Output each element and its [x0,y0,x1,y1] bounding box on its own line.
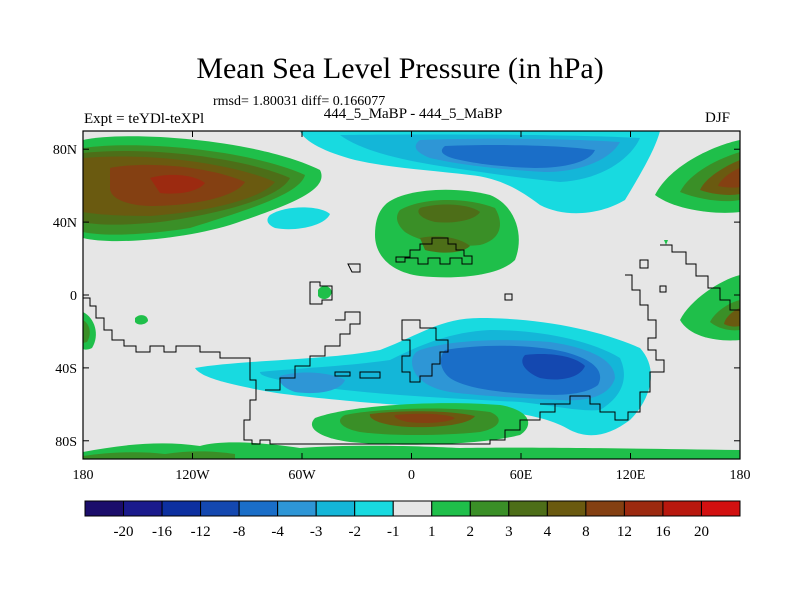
colorbar-box [585,500,625,517]
x-tick-label: 0 [408,468,415,483]
colorbar-box [469,500,510,517]
colorbar-label: 3 [505,524,513,540]
west-edge-high [83,312,96,350]
arctic-low [300,131,660,214]
x-tick-label: 120E [616,468,646,483]
colorbar-box [238,500,279,517]
colorbar-box [508,500,548,517]
y-tick-label: 0 [70,289,77,304]
x-tick-label: 180 [730,468,751,483]
colorbar-label: -4 [271,524,284,540]
stats-line: rmsd= 1.80031 diff= 0.166077 [213,94,386,109]
colorbar-label: 8 [582,524,590,540]
north-east-high [655,140,740,213]
experiment-label: Expt = teYDl-teXPl [84,111,205,127]
north-pacific-high [83,136,322,242]
x-tick-label: 60E [510,468,533,483]
colorbar-label: 12 [617,524,632,540]
colorbar-box [392,500,433,517]
chart-title: Mean Sea Level Pressure (in hPa) [196,52,604,85]
colorbar-box [161,500,202,517]
southern-ocean-low [195,318,651,436]
season-label: DJF [705,110,731,126]
antarctic-coastal-high [311,403,529,445]
colorbar-box [315,500,356,517]
colorbar-label: -20 [114,524,134,540]
x-tick-label: 180 [73,468,94,483]
coastlines [83,237,740,445]
colorbar: -20 -16 -12 -8 -4 -3 -2 -1 1 2 3 4 8 12 16 20 [84,500,741,540]
colorbar-box [662,500,702,517]
colorbar-label: -16 [152,524,172,540]
colorbar-box [123,500,163,517]
colorbar-label: 4 [544,524,552,540]
y-tick-label: 40S [55,362,77,377]
colorbar-label: -8 [233,524,246,540]
colorbar-box [84,500,125,517]
x-tick-label: 120W [175,468,210,483]
y-tick-label: 40N [53,216,77,231]
tiny-green-spot [664,240,668,245]
colorbar-label: -3 [310,524,323,540]
x-tick-label: 60W [288,468,316,483]
colorbar-label: -12 [191,524,211,540]
colorbar-box [623,500,664,517]
tropical-atlantic-spot [318,286,332,300]
colorbar-label: -2 [348,524,361,540]
colorbar-box [700,500,741,517]
colorbar-label: -1 [387,524,400,540]
y-tick-label: 80S [55,435,77,450]
tropical-pacific-spot [135,315,148,325]
center-subtitle: 444_5_MaBP - 444_5_MaBP [323,106,503,122]
colorbar-label: 20 [694,524,709,540]
colorbar-box [431,500,471,517]
map-field [83,131,740,459]
colorbar-box [200,500,240,517]
colorbar-label: 2 [467,524,475,540]
polar-strip-dark [83,451,235,459]
y-tick-label: 80N [53,143,77,158]
axes: 180 120W 60W 0 60E 120E 180 80N 40N 0 40S 80S [53,131,751,483]
colorbar-box [546,500,587,517]
north-atlantic-high [375,189,519,278]
colorbar-label: 1 [428,524,436,540]
polar-strip [83,442,740,459]
colorbar-label: 16 [655,524,671,540]
colorbar-box [277,500,317,517]
north-pacific-low-blob [267,207,330,230]
tropical-west-pacific-high [680,275,740,341]
colorbar-box [354,500,394,517]
